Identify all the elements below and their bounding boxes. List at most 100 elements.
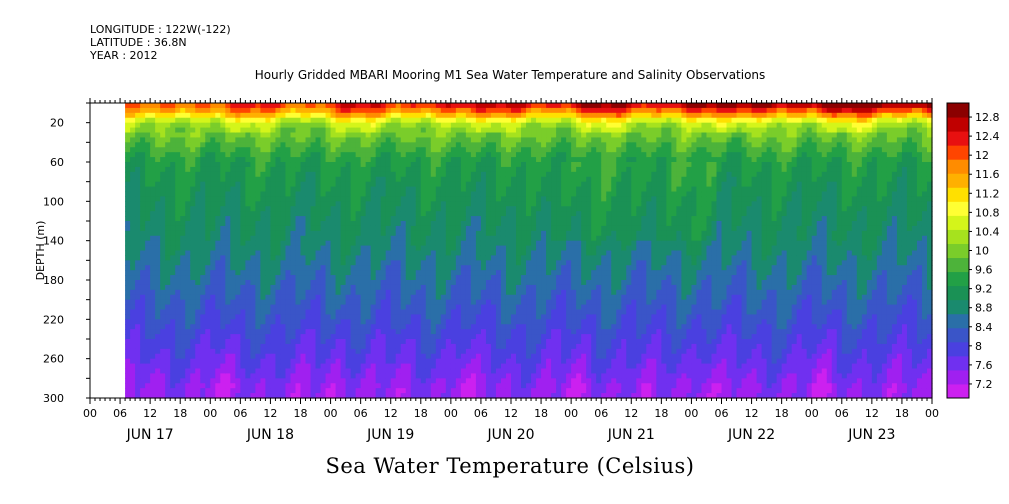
heat-cell (425, 358, 432, 365)
heat-cell (255, 235, 261, 242)
heat-cell (495, 142, 502, 148)
heat-cell (305, 157, 312, 163)
heat-cell (305, 388, 312, 394)
heat-cell (220, 260, 226, 266)
heat-cell (390, 304, 397, 311)
heat-cell (410, 348, 417, 355)
heat-cell (245, 196, 251, 202)
heat-cell (165, 339, 171, 345)
heat-cell (280, 176, 287, 183)
heat-cell (350, 289, 357, 296)
heat-cell (425, 117, 432, 124)
heat-cell (420, 245, 427, 252)
heat-cell (330, 147, 337, 153)
heat-cell (380, 245, 387, 252)
heat-cell (250, 388, 256, 394)
heat-cell (160, 388, 166, 394)
heat-cell (140, 265, 146, 271)
heat-cell (516, 368, 522, 375)
heat-cell (365, 142, 372, 148)
heat-cell (511, 289, 517, 296)
heat-cell (260, 162, 267, 168)
heat-cell (340, 206, 347, 212)
heat-cell (310, 373, 317, 379)
heat-cell (175, 117, 181, 124)
heat-cell (145, 201, 151, 207)
heat-cell (490, 289, 497, 296)
heat-cell (145, 314, 151, 320)
heat-cell (410, 221, 417, 227)
heat-cell (125, 157, 131, 163)
heat-cell (475, 353, 482, 360)
heat-cell (340, 339, 347, 345)
heat-cell (365, 137, 372, 143)
heat-cell (215, 221, 221, 227)
heat-cell (240, 196, 246, 202)
heat-cell (475, 201, 482, 207)
heat-cell (215, 388, 221, 394)
heat-cell (260, 270, 267, 276)
heat-cell (275, 339, 282, 345)
heat-cell (521, 112, 527, 119)
heat-cell (285, 334, 292, 340)
heat-cell (195, 157, 201, 163)
heat-cell (330, 216, 337, 222)
heat-cell (150, 221, 156, 227)
heat-cell (531, 211, 537, 217)
heat-cell (430, 265, 437, 271)
heat-cell (175, 299, 181, 306)
heat-cell (270, 235, 277, 242)
heat-cell (445, 378, 452, 384)
heat-cell (536, 191, 542, 198)
heat-cell (155, 157, 161, 163)
heat-cell (320, 137, 327, 143)
heat-cell (370, 137, 377, 143)
heat-cell (245, 127, 251, 134)
heat-cell (395, 319, 402, 325)
heat-cell (155, 348, 161, 355)
heat-cell (425, 137, 432, 143)
heat-cell (500, 181, 507, 188)
heat-cell (400, 235, 407, 242)
heat-cell (395, 132, 402, 139)
heat-cell (470, 245, 477, 252)
heat-cell (145, 103, 151, 109)
year-label: YEAR : 2012 (90, 49, 158, 62)
heat-cell (516, 280, 522, 286)
heat-cell (235, 378, 241, 384)
heat-cell (455, 378, 462, 384)
heat-cell (490, 176, 497, 183)
heat-cell (360, 363, 367, 370)
heat-cell (350, 343, 357, 350)
heat-cell (521, 162, 527, 168)
heat-cell (200, 260, 206, 266)
heat-cell (455, 201, 462, 207)
heat-cell (320, 176, 327, 183)
heat-cell (200, 162, 206, 168)
heat-cell (516, 265, 522, 271)
heat-cell (225, 122, 231, 129)
heat-cell (295, 304, 302, 311)
heat-cell (230, 235, 236, 242)
heat-cell (385, 127, 392, 134)
heat-cell (220, 137, 226, 143)
heat-cell (400, 289, 407, 296)
heat-cell (295, 353, 302, 360)
heat-cell (340, 324, 347, 330)
heat-cell (270, 260, 277, 266)
heat-cell (160, 196, 166, 202)
heat-cell (350, 260, 357, 266)
heat-cell (440, 206, 447, 212)
heat-cell (375, 152, 382, 158)
heat-cell (125, 280, 131, 286)
heat-cell (180, 343, 186, 350)
heat-cell (170, 132, 176, 139)
heat-cell (145, 230, 151, 237)
heat-cell (516, 284, 522, 291)
heat-cell (125, 132, 131, 139)
heat-cell (380, 265, 387, 271)
heat-cell (455, 393, 462, 399)
heat-cell (200, 363, 206, 370)
heat-cell (335, 201, 342, 207)
heat-cell (245, 270, 251, 276)
